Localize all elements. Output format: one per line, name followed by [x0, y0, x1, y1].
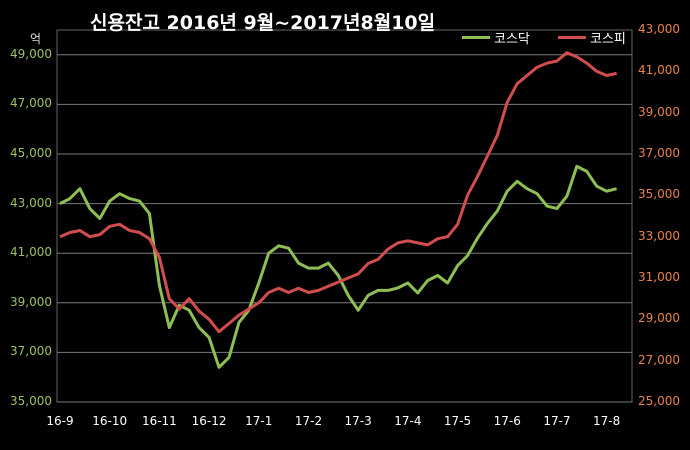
gridlines [57, 54, 632, 403]
plot-area [56, 29, 633, 403]
x-tick-label: 16-10 [92, 414, 128, 428]
y-axis-unit-label: 억 [30, 32, 42, 46]
x-tick-label: 17-5 [443, 414, 472, 428]
right-y-tick-label: 33,000 [638, 228, 680, 243]
x-tick-label: 17-4 [394, 414, 422, 428]
x-tick-label: 16-9 [46, 414, 74, 428]
chart-title: 신용잔고 2016년 9월~2017년8월10일 [90, 12, 436, 34]
x-tick-label: 16-11 [141, 414, 177, 428]
legend-item-kosdaq: 코스닥 [462, 28, 530, 47]
legend-item-kospi: 코스피 [558, 28, 626, 47]
left-y-tick-label: 47,000 [10, 96, 52, 111]
right-y-tick-label: 25,000 [638, 394, 680, 408]
x-tick-label: 17-6 [493, 414, 521, 428]
left-y-tick-label: 45,000 [10, 146, 52, 160]
x-tick-label: 17-7 [543, 414, 571, 428]
legend-swatch-kospi [558, 36, 586, 39]
series-layer [59, 51, 617, 369]
left-y-tick-label: 41,000 [10, 245, 52, 260]
legend-label-kospi: 코스피 [590, 32, 626, 47]
right-y-tick-label: 37,000 [638, 146, 680, 160]
right-y-tick-label: 29,000 [638, 311, 680, 326]
left-y-tick-label: 37,000 [10, 344, 52, 359]
series-line-kospi [59, 51, 617, 334]
legend-label-kosdaq: 코스닥 [494, 32, 530, 47]
left-y-tick-label: 43,000 [10, 195, 52, 210]
legend-swatch-kosdaq [462, 36, 490, 39]
left-y-tick-label: 35,000 [10, 394, 52, 408]
x-tick-label: 17-1 [245, 414, 273, 428]
left-y-tick-label: 49,000 [10, 46, 52, 61]
series-line-kosdaq [59, 164, 617, 369]
right-y-tick-label: 27,000 [638, 352, 680, 367]
x-tick-label: 17-8 [593, 414, 621, 428]
x-tick-label: 17-2 [294, 414, 323, 428]
right-y-tick-label: 43,000 [638, 22, 680, 36]
x-tick-label: 17-3 [344, 414, 372, 428]
right-y-tick-label: 31,000 [638, 270, 680, 284]
x-tick-label: 16-12 [191, 414, 227, 428]
right-y-tick-label: 41,000 [638, 63, 680, 78]
right-y-tick-label: 35,000 [638, 187, 680, 202]
left-y-tick-label: 39,000 [10, 294, 52, 309]
right-y-tick-label: 39,000 [638, 104, 680, 119]
